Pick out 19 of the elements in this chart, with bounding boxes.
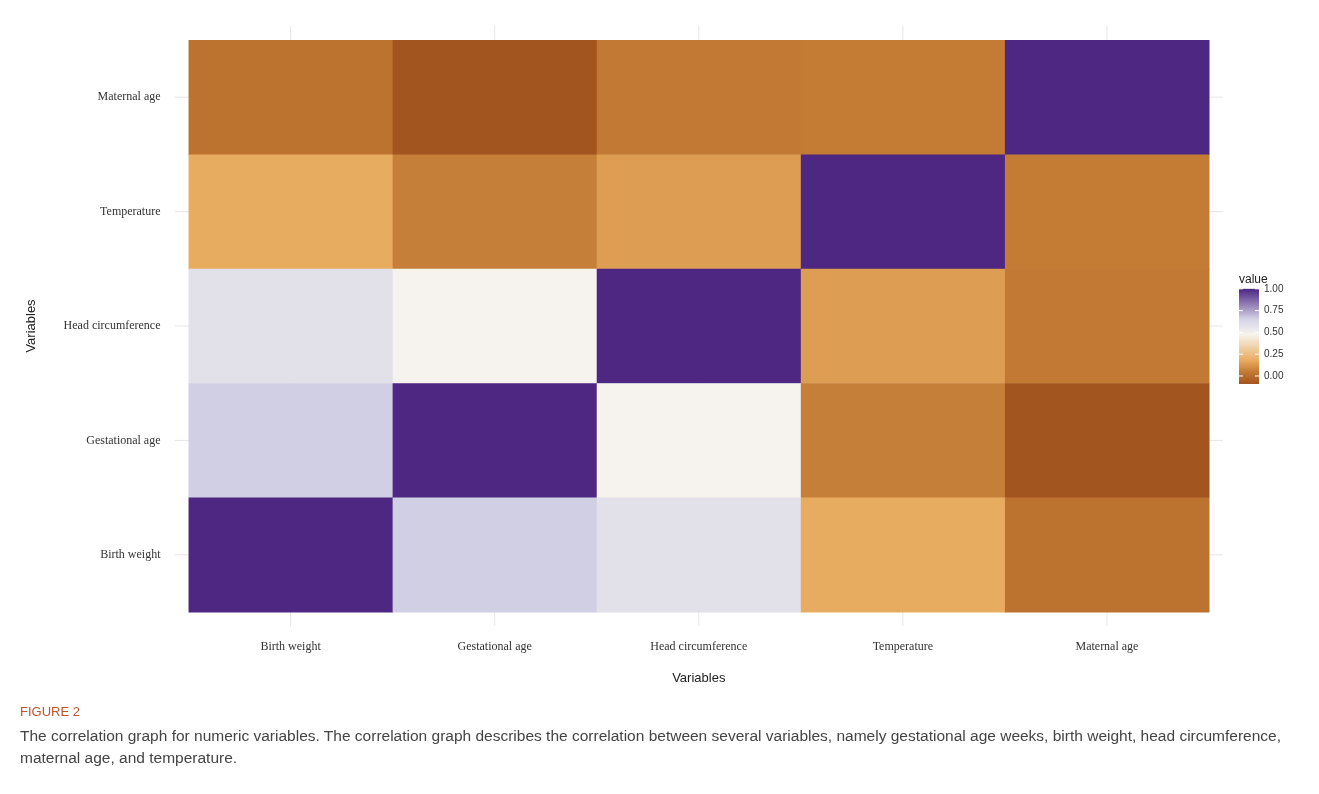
y-tick-label: Birth weight — [100, 546, 162, 561]
color-bar-label: 0.25 — [1264, 347, 1284, 359]
color-bar-label: 0.75 — [1264, 304, 1284, 316]
y-tick-label: Head circumference — [63, 318, 161, 333]
color-bar-label: 1.00 — [1264, 282, 1284, 294]
color-bar-label: 0.50 — [1264, 326, 1284, 338]
y-tick-label: Temperature — [100, 203, 161, 218]
y-tick-label: Gestational age — [86, 432, 161, 447]
y-axis-title: Variables — [23, 298, 39, 353]
color-bar-label: 0.00 — [1264, 369, 1284, 381]
x-tick-label: Temperature — [872, 639, 934, 654]
x-tick-label: Head circumference — [650, 639, 748, 654]
y-tick-label: Maternal age — [97, 89, 161, 104]
x-tick-label: Maternal age — [1075, 639, 1139, 654]
x-tick-label: Birth weight — [260, 639, 322, 654]
text: The correlation graph for numeric variables. The correlation graph describes the correlation between several variables, namely gestational age weeks, birth weight, head circumference, maternal age, and temperature. — [20, 726, 1283, 768]
x-axis-title: Variables — [672, 669, 726, 685]
caption: FIGURE 2 — [20, 704, 81, 719]
x-tick-label: Gestational age — [457, 639, 532, 654]
